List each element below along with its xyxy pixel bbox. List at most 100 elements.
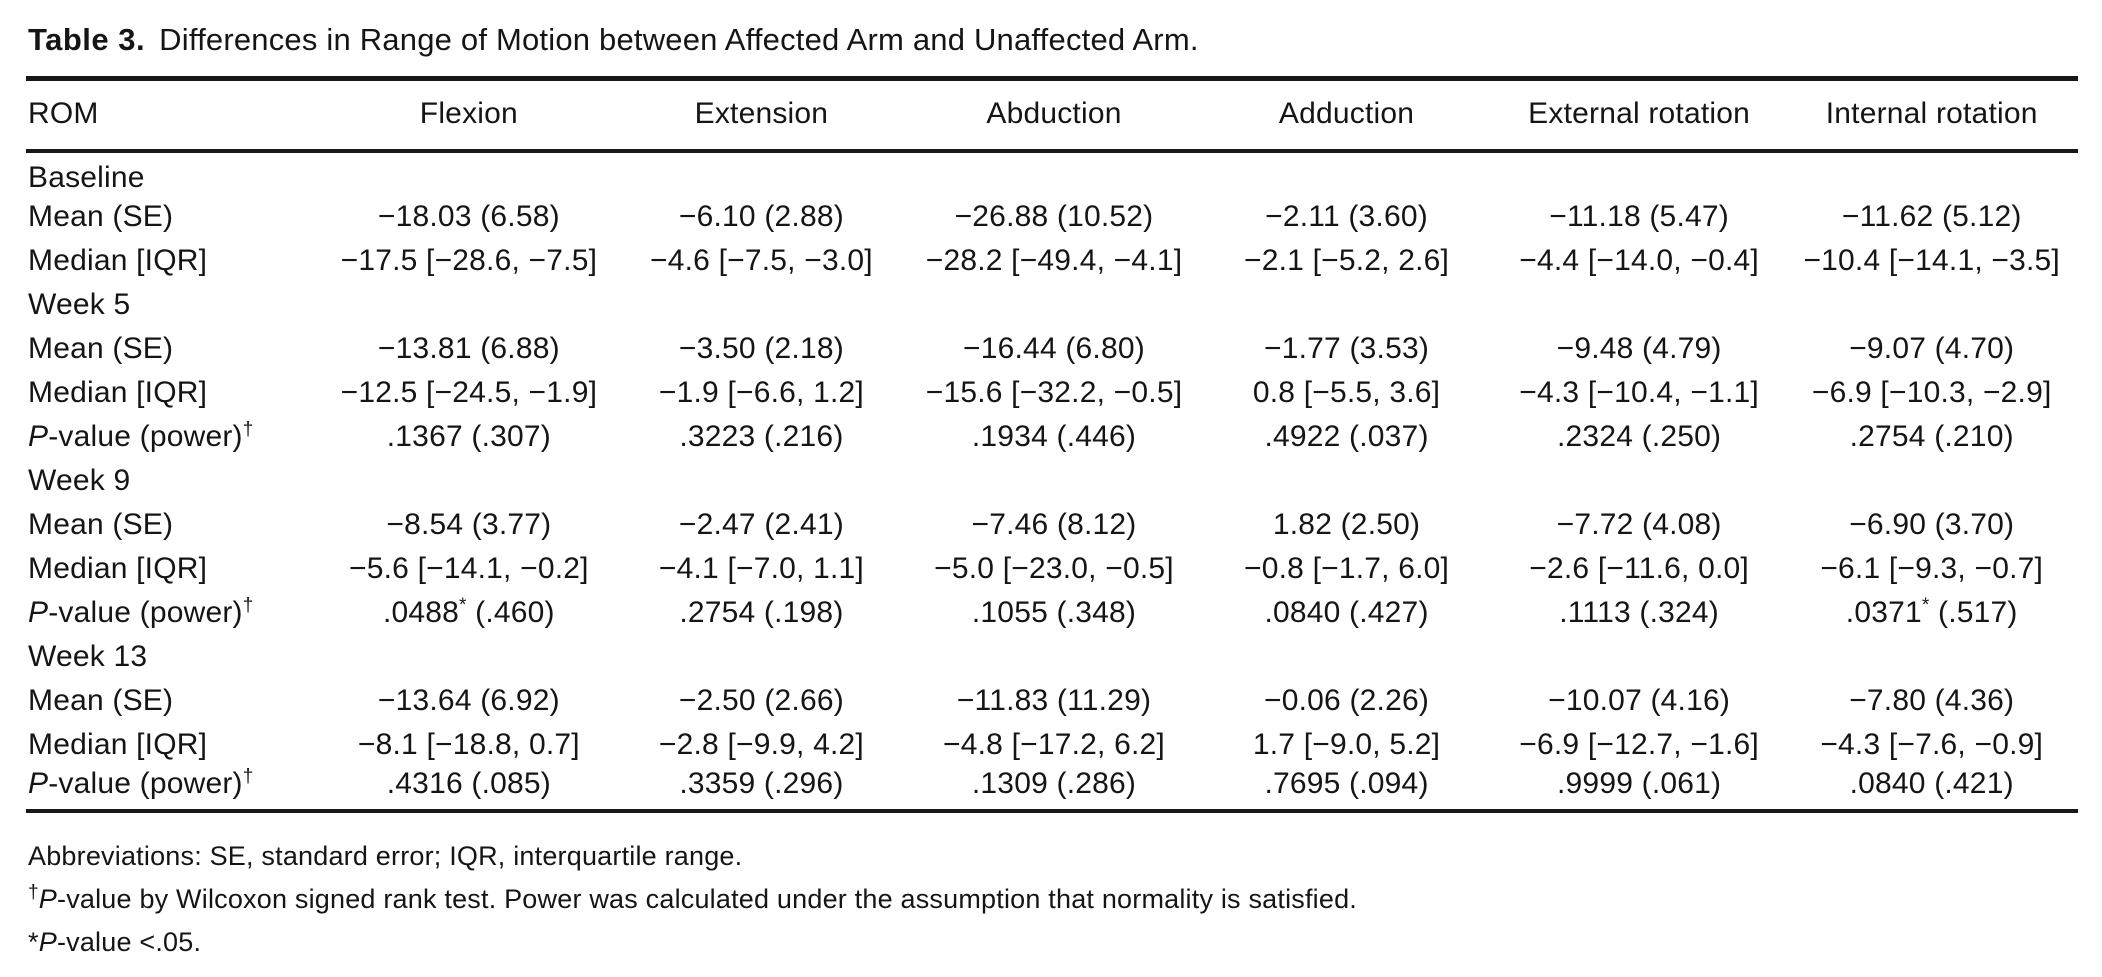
table-row: P-value (power)† .0488* (.460) .2754 (.198… [26,591,2078,635]
section-label: Week 9 [28,464,131,497]
row-label: Mean (SE) [28,684,174,717]
value-cell: −8.1 [−18.8, 0.7] [357,728,580,761]
value-cell: −16.44 (6.80) [963,332,1145,365]
header-row: ROM Flexion Extension Abduction Adduction Ext… [26,78,2078,153]
value-cell: .1367 (.307) [386,420,551,453]
section-label: Baseline [28,161,145,194]
value-cell: −26.88 (10.52) [954,200,1154,233]
row-label: Median [IQR] [28,552,208,585]
value-cell: −4.3 [−7.6, −0.9] [1820,728,2044,761]
table-title: Table 3. Differences in Range of Motion b… [26,14,2078,76]
row-label: Median [IQR] [28,376,208,409]
footnote: Abbreviations: SE, standard error; IQR, … [28,841,743,871]
column-header-external-rotation: External rotation [1492,78,1786,153]
value-cell: −5.0 [−23.0, −0.5] [934,552,1174,585]
row-label: P-value (power)† [28,419,254,453]
value-cell: −7.46 (8.12) [971,508,1137,541]
value-cell: −1.9 [−6.6, 1.2] [658,376,864,409]
table-row: P-value (power)† .1367 (.307) .3223 (.216)… [26,415,2078,459]
column-header-internal-rotation: Internal rotation [1785,78,2078,153]
value-cell: −18.03 (6.58) [377,200,560,233]
value-cell: .0371* (.517) [1845,595,2018,629]
value-cell: −6.90 (3.70) [1849,508,2015,541]
value-cell: −2.8 [−9.9, 4.2] [658,728,864,761]
value-cell: −7.72 (4.08) [1556,508,1722,541]
row-label: Mean (SE) [28,332,174,365]
table-footnotes: Abbreviations: SE, standard error; IQR, … [26,813,2078,964]
table-row: Median [IQR] −8.1 [−18.8, 0.7] −2.8 [−9.9,… [26,723,2078,767]
value-cell: −6.9 [−12.7, −1.6] [1519,728,1759,761]
table-row: Median [IQR] −5.6 [−14.1, −0.2] −4.1 [−7.0… [26,547,2078,591]
row-label: Mean (SE) [28,508,174,541]
table-row: Median [IQR] −12.5 [−24.5, −1.9] −1.9 [−6.… [26,371,2078,415]
column-header-abduction: Abduction [907,78,1201,153]
value-cell: .2324 (.250) [1557,420,1722,453]
value-cell: −3.50 (2.18) [678,332,844,365]
value-cell: −4.8 [−17.2, 6.2] [943,728,1165,761]
value-cell: 1.82 (2.50) [1272,508,1421,541]
value-cell: .1934 (.446) [971,420,1137,453]
row-label: P-value (power)† [28,766,254,800]
footnote: *P-value <.05. [28,927,202,957]
section-row: Week 9 [26,459,2078,503]
table-row: Mean (SE) −18.03 (6.58) −6.10 (2.88) −26.88… [26,195,2078,239]
section-row: Week 13 [26,635,2078,679]
value-cell: −0.8 [−1.7, 6.0] [1244,552,1450,585]
section-label: Week 13 [28,640,148,673]
row-label: P-value (power)† [28,595,254,629]
value-cell: .4922 (.037) [1264,420,1429,453]
value-cell: .0840 (.427) [1264,596,1429,629]
value-cell: −13.64 (6.92) [377,684,560,717]
table-number: Table 3. [28,22,146,57]
value-cell: −11.18 (5.47) [1549,200,1729,233]
column-header-rom: ROM [26,78,323,153]
value-cell: 0.8 [−5.5, 3.6] [1252,376,1441,409]
value-cell: −11.62 (5.12) [1841,200,2022,233]
value-cell: −9.48 (4.79) [1556,332,1722,365]
row-label: Median [IQR] [28,244,208,277]
value-cell: −2.6 [−11.6, 0.0] [1529,552,1749,585]
value-cell: −2.1 [−5.2, 2.6] [1244,244,1450,277]
table-row: Median [IQR] −17.5 [−28.6, −7.5] −4.6 [−7.… [26,239,2078,283]
value-cell: −11.83 (11.29) [956,684,1152,717]
value-cell: −9.07 (4.70) [1849,332,2015,365]
table-row: Mean (SE) −13.64 (6.92) −2.50 (2.66) −11.83… [26,679,2078,723]
value-cell: −4.4 [−14.0, −0.4] [1519,244,1759,277]
column-header-extension: Extension [615,78,908,153]
value-cell: −2.50 (2.66) [678,684,844,717]
value-cell: −0.06 (2.26) [1264,684,1430,717]
rom-differences-table: ROM Flexion Extension Abduction Adduction Ext… [26,76,2078,813]
value-cell: .2754 (.198) [679,596,844,629]
value-cell: −10.4 [−14.1, −3.5] [1803,244,2060,277]
table-caption: Differences in Range of Motion between A… [159,22,1199,57]
table-body: Baseline Mean (SE) −18.03 (6.58) −6.10 (2.8… [26,151,2078,811]
value-cell: .1113 (.324) [1559,596,1719,629]
section-label: Week 5 [28,288,131,321]
value-cell: .3359 (.296) [679,767,844,800]
value-cell: −17.5 [−28.6, −7.5] [340,244,598,277]
value-cell: −4.3 [−10.4, −1.1] [1519,376,1759,409]
table-header: ROM Flexion Extension Abduction Adduction Ext… [26,78,2078,153]
row-label: Mean (SE) [28,200,174,233]
table-row: Mean (SE) −13.81 (6.88) −3.50 (2.18) −16.44… [26,327,2078,371]
value-cell: −8.54 (3.77) [386,508,552,541]
footnote: †P-value by Wilcoxon signed rank test. P… [28,882,1358,914]
value-cell: .2754 (.210) [1849,420,2014,453]
value-cell: 1.7 [−9.0, 5.2] [1252,728,1441,761]
row-label: Median [IQR] [28,728,208,761]
value-cell: −13.81 (6.88) [377,332,560,365]
value-cell: −6.10 (2.88) [678,200,844,233]
value-cell: −15.6 [−32.2, −0.5] [925,376,1183,409]
value-cell: −7.80 (4.36) [1849,684,2015,717]
value-cell: −4.1 [−7.0, 1.1] [658,552,864,585]
column-header-flexion: Flexion [322,78,616,153]
value-cell: .7695 (.094) [1264,767,1429,800]
value-cell: −12.5 [−24.5, −1.9] [340,376,598,409]
value-cell: .3223 (.216) [679,420,844,453]
value-cell: −5.6 [−14.1, −0.2] [349,552,589,585]
section-row: Week 5 [26,283,2078,327]
value-cell: −10.07 (4.16) [1548,684,1731,717]
value-cell: −6.9 [−10.3, −2.9] [1811,376,2052,409]
value-cell: .0488* (.460) [382,595,555,629]
